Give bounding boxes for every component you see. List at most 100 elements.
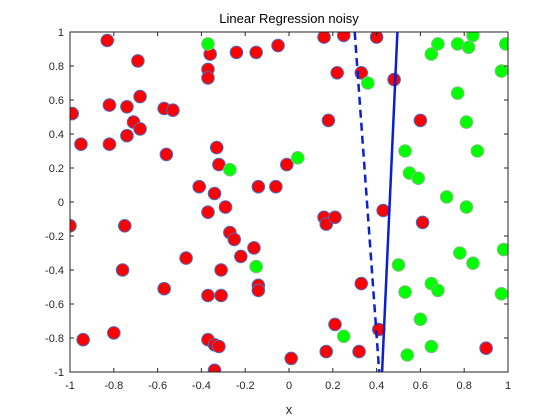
x-tick-label: 0 — [286, 380, 292, 392]
data-point-series1-57 — [330, 66, 344, 80]
y-tick-label: -0.6 — [45, 299, 64, 311]
data-point-series1-69 — [479, 341, 493, 356]
y-tick-label: 0.4 — [49, 129, 64, 141]
data-point-series1-1 — [100, 33, 115, 48]
data-point-series1-19 — [249, 45, 263, 60]
x-axis-label: x — [286, 402, 293, 417]
y-tick-label: -1 — [54, 367, 64, 379]
data-point-series2-22 — [466, 32, 480, 43]
dashed-regression-line — [353, 32, 381, 372]
data-point-series1-39 — [179, 251, 193, 265]
data-point-series1-11 — [131, 54, 145, 68]
data-point-series2-4 — [249, 259, 263, 274]
data-point-series1-42 — [117, 219, 132, 233]
data-point-series1-17 — [201, 71, 215, 85]
data-point-series1-63 — [354, 276, 369, 291]
data-point-series1-68 — [415, 215, 430, 230]
data-point-series2-24 — [459, 115, 474, 129]
data-point-series1-58 — [317, 32, 331, 44]
data-point-series1-44 — [76, 332, 90, 347]
data-point-series1-50 — [284, 351, 298, 366]
data-point-series2-21 — [461, 40, 476, 55]
data-point-series1-52 — [328, 317, 342, 332]
data-point-series1-18 — [229, 45, 244, 60]
data-point-series1-28 — [201, 205, 215, 219]
data-point-series1-31 — [227, 232, 242, 247]
data-point-series1-4 — [102, 98, 117, 112]
solid-regression-line — [380, 32, 399, 372]
data-point-series2-19 — [439, 190, 454, 204]
x-tick-label: -0.2 — [236, 380, 255, 392]
data-point-series2-1 — [201, 37, 215, 51]
x-tick-label: -1 — [65, 380, 75, 392]
data-point-series2-18 — [424, 47, 439, 61]
x-tick-label: -0.4 — [192, 380, 211, 392]
data-point-series1-23 — [192, 179, 207, 194]
data-point-series1-32 — [234, 249, 248, 264]
x-tick-label: 0.4 — [369, 380, 384, 392]
y-tick-label: -0.2 — [45, 231, 64, 243]
y-tick-label: 0.8 — [49, 61, 64, 73]
data-point-series1-5 — [102, 137, 117, 151]
data-point-series1-9 — [133, 122, 147, 136]
chart-title: Linear Regression noisy — [219, 11, 359, 26]
data-point-series1-6 — [120, 128, 134, 143]
data-point-series2-16 — [424, 339, 439, 354]
data-point-series1-40 — [157, 281, 171, 296]
data-point-series2-28 — [466, 256, 480, 271]
data-point-series1-49 — [207, 363, 222, 372]
data-point-series2-13 — [413, 312, 428, 327]
data-point-series1-67 — [413, 113, 428, 128]
y-tick-label: 1 — [58, 27, 64, 39]
axes: -1 -0.8 -0.6 -0.4 -0.2 0 0.2 0.4 0.6 0.8 1 -1 -0.8 -0… — [45, 27, 511, 392]
data-point-series1-45 — [107, 326, 121, 340]
data-point-series2-32 — [494, 287, 508, 301]
data-point-series1-29 — [218, 200, 233, 214]
data-point-series1-56 — [321, 113, 336, 128]
data-point-series1-20 — [271, 38, 285, 53]
data-point-series2-30 — [494, 64, 508, 78]
data-point-series2-2 — [290, 151, 305, 165]
data-point-series2-26 — [459, 200, 474, 214]
y-tick-label: 0 — [58, 197, 64, 209]
data-point-series1-14 — [159, 147, 174, 162]
data-point-series2-11 — [336, 329, 351, 344]
x-tick-label: -0.8 — [104, 380, 123, 392]
data-point-series2-8 — [411, 171, 426, 185]
data-point-series2-15 — [431, 283, 445, 298]
data-point-series2-9 — [391, 258, 406, 272]
data-point-series2-29 — [499, 37, 508, 51]
data-point-series1-66 — [352, 344, 366, 359]
x-tick-label: 0.6 — [413, 380, 428, 392]
data-point-series1-7 — [120, 100, 134, 114]
x-tick-label: 1 — [505, 380, 511, 392]
x-tick-label: -0.6 — [148, 380, 167, 392]
data-point-series1-24 — [207, 186, 222, 201]
data-point-series2-3 — [223, 162, 237, 177]
y-tick-label: -0.4 — [45, 265, 64, 277]
data-point-series1-48 — [212, 339, 226, 354]
data-point-series1-21 — [209, 140, 224, 155]
data-point-series1-34 — [247, 241, 261, 255]
data-point-series1-59 — [336, 32, 351, 43]
y-tick-label: -0.8 — [45, 333, 64, 345]
plot-content — [70, 32, 508, 372]
data-point-series1-13 — [166, 103, 180, 117]
data-point-series1-33 — [214, 263, 228, 277]
data-point-series1-36 — [251, 283, 266, 298]
x-tick-label: 0.8 — [457, 380, 472, 392]
data-point-series1-26 — [269, 179, 283, 194]
data-point-series1-22 — [212, 157, 226, 172]
y-tick-label: 0.6 — [49, 95, 64, 107]
data-point-series2-25 — [470, 144, 485, 158]
data-point-series1-10 — [133, 89, 147, 104]
data-point-series1-64 — [376, 203, 390, 218]
data-point-series1-55 — [328, 210, 342, 225]
data-point-series1-37 — [201, 288, 215, 303]
y-tick-label: 0.2 — [49, 163, 64, 175]
data-point-series1-41 — [115, 263, 130, 277]
data-point-series2-12 — [400, 348, 415, 362]
data-point-series1-25 — [251, 179, 266, 194]
